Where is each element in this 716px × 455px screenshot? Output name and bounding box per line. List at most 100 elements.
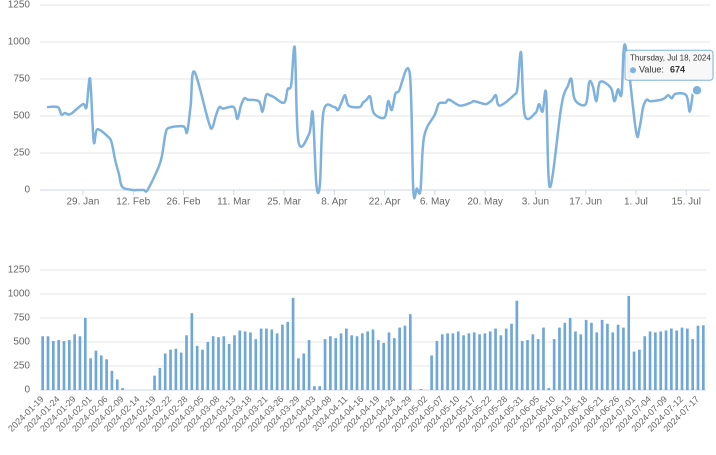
bar bbox=[579, 334, 583, 390]
bar bbox=[179, 352, 183, 390]
bar bbox=[51, 341, 55, 390]
bar bbox=[291, 297, 295, 390]
bar bbox=[190, 313, 194, 390]
y-tick-label: 1250 bbox=[8, 0, 31, 11]
bar bbox=[526, 340, 529, 390]
bar bbox=[323, 339, 327, 390]
y-tick-label: 750 bbox=[13, 313, 30, 324]
y-tick-label: 250 bbox=[13, 361, 30, 372]
bar bbox=[110, 370, 114, 390]
bar bbox=[201, 349, 204, 390]
bar bbox=[121, 388, 124, 390]
bar bbox=[568, 318, 572, 390]
bar bbox=[275, 333, 279, 390]
bar bbox=[622, 327, 625, 390]
y-tick-label: 1000 bbox=[8, 37, 31, 48]
bar bbox=[41, 336, 44, 390]
bar bbox=[227, 343, 231, 390]
bar bbox=[376, 340, 380, 390]
bar bbox=[392, 338, 396, 390]
bar bbox=[430, 355, 433, 390]
x-tick-label: 6. May bbox=[420, 197, 450, 208]
bar bbox=[499, 335, 503, 390]
y-tick-label: 500 bbox=[13, 337, 30, 348]
bar bbox=[46, 336, 50, 390]
bar bbox=[595, 332, 599, 390]
bar bbox=[462, 335, 465, 390]
bar bbox=[313, 386, 316, 390]
bar bbox=[334, 338, 338, 390]
bar bbox=[78, 336, 82, 390]
bar bbox=[451, 333, 455, 390]
bar bbox=[361, 333, 364, 390]
bar bbox=[318, 386, 322, 390]
bar bbox=[339, 333, 343, 390]
bar bbox=[654, 332, 657, 390]
bar bbox=[510, 323, 513, 390]
bar bbox=[696, 325, 700, 390]
bar bbox=[302, 353, 306, 390]
bar bbox=[446, 333, 449, 390]
bar bbox=[281, 324, 284, 390]
bar bbox=[531, 334, 535, 390]
bar bbox=[206, 342, 210, 390]
hover-point bbox=[691, 84, 703, 96]
tooltip: Thursday, Jul 18, 2024 Value: 674 bbox=[624, 49, 714, 81]
bar bbox=[345, 328, 348, 390]
bar bbox=[355, 336, 359, 390]
bar bbox=[638, 349, 641, 390]
bar bbox=[259, 328, 263, 390]
bar bbox=[329, 336, 332, 390]
bar bbox=[627, 295, 631, 390]
bar bbox=[222, 336, 226, 390]
bar bbox=[584, 319, 588, 390]
bar bbox=[702, 325, 705, 390]
x-tick-label: 17. Jun bbox=[569, 197, 602, 208]
bar bbox=[249, 332, 252, 390]
bar bbox=[297, 358, 300, 390]
bar bbox=[115, 379, 119, 390]
y-tick-label: 750 bbox=[13, 74, 30, 85]
bar bbox=[472, 332, 476, 390]
x-tick-label: 11. Mar bbox=[217, 197, 251, 208]
y-tick-label: 0 bbox=[24, 185, 30, 196]
bar bbox=[398, 327, 401, 390]
tooltip-label: Value: bbox=[639, 65, 664, 75]
bar bbox=[611, 332, 615, 390]
bar bbox=[675, 330, 679, 390]
bar bbox=[403, 325, 407, 390]
bar bbox=[83, 318, 87, 390]
bar bbox=[94, 350, 98, 390]
bar bbox=[382, 342, 385, 390]
bar bbox=[483, 333, 487, 390]
bar bbox=[648, 331, 652, 390]
y-tick-label: 500 bbox=[13, 111, 30, 122]
bar bbox=[691, 339, 695, 390]
tooltip-date: Thursday, Jul 18, 2024 bbox=[630, 53, 711, 62]
bar bbox=[105, 359, 108, 390]
tooltip-value: 674 bbox=[670, 65, 685, 75]
bar bbox=[536, 339, 540, 390]
bar bbox=[670, 328, 673, 390]
bar bbox=[238, 330, 242, 390]
bar bbox=[270, 329, 274, 390]
bar bbox=[686, 328, 689, 390]
bar bbox=[542, 327, 545, 390]
bar bbox=[408, 314, 412, 390]
tooltip-dot bbox=[630, 67, 636, 74]
bar bbox=[606, 323, 609, 390]
bar bbox=[558, 327, 561, 390]
bar bbox=[62, 341, 66, 390]
bar bbox=[185, 335, 188, 390]
bar bbox=[195, 345, 199, 390]
bar bbox=[574, 331, 577, 390]
bar bbox=[169, 349, 172, 390]
bar bbox=[243, 331, 247, 390]
x-tick-label: 20. May bbox=[467, 197, 503, 208]
bar bbox=[552, 339, 556, 390]
y-tick-label: 1250 bbox=[8, 265, 31, 276]
bar bbox=[440, 334, 444, 390]
bar bbox=[286, 321, 290, 390]
bar bbox=[153, 375, 156, 390]
